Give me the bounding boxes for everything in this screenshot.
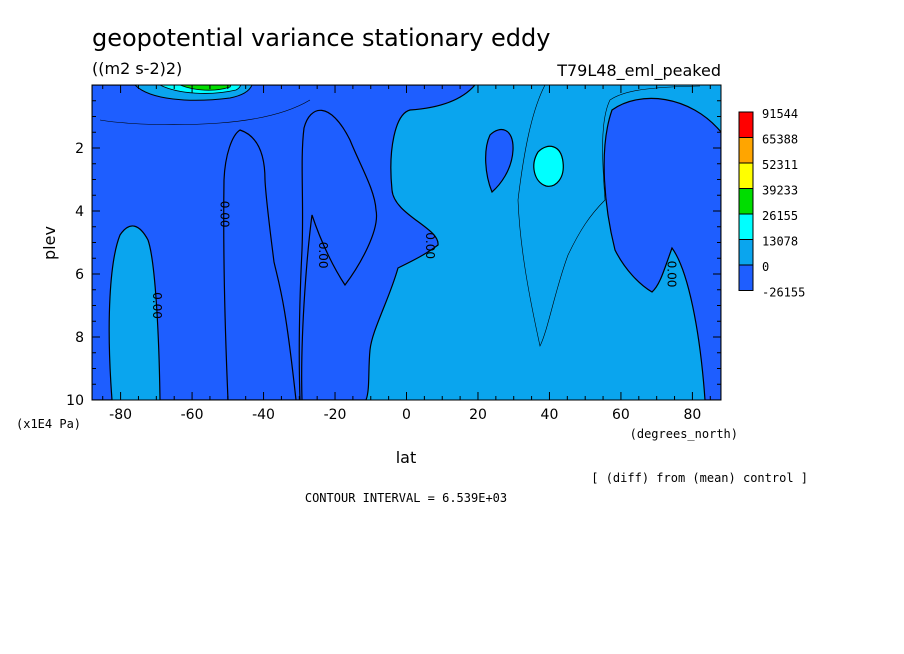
y-tick-label: 2: [75, 141, 84, 157]
colorbar-level-label: 91544: [762, 107, 798, 121]
colorbar-level-label: 26155: [762, 209, 798, 223]
colorbar-level-label: 0: [762, 260, 769, 274]
x-tick-label: -60: [181, 407, 204, 423]
colorbar-swatch: [738, 188, 754, 215]
contour-label: 0.00: [316, 242, 330, 269]
x-axis-label: lat: [396, 448, 417, 467]
y-axis-units: (x1E4 Pa): [16, 417, 81, 431]
negative-region-east: [603, 97, 721, 400]
thin-contour-west: [99, 99, 311, 125]
thin-contour: [517, 85, 701, 347]
chart-units: ((m2 s-2)2): [92, 59, 182, 78]
x-tick-label: 40: [541, 407, 559, 423]
negative-region-isolated: [485, 128, 514, 194]
contour-label: 0.00: [218, 201, 232, 228]
colorbar-swatch: [738, 239, 754, 266]
y-axis-ticks: 2 4 6 8 10: [66, 100, 721, 409]
colorbar-level-label: 52311: [762, 158, 798, 172]
chart-title: geopotential variance stationary eddy: [92, 24, 550, 52]
diff-note: [ (diff) from (mean) control ]: [591, 471, 808, 485]
colorbar-level-label: -26155: [762, 286, 805, 300]
colorbar-swatch: [738, 111, 754, 138]
y-tick-label: 4: [75, 204, 84, 220]
x-tick-label: -20: [324, 407, 347, 423]
x-tick-label: 0: [402, 407, 411, 423]
y-tick-label: 10: [66, 393, 84, 409]
contour-labels: 0.00 0.00 0.00 0.00 0.00: [150, 201, 679, 319]
colorbar-swatch: [738, 213, 754, 240]
x-tick-label: 80: [683, 407, 701, 423]
colorbar-level-label: 39233: [762, 184, 798, 198]
positive-region-isolated: [533, 145, 564, 187]
plot-area: [92, 85, 721, 400]
experiment-label: T79L48_eml_peaked: [556, 61, 721, 81]
x-axis-ticks: -80 -60 -40 -20 0 20 40 60 80: [102, 85, 711, 423]
colorbar-swatch: [738, 137, 754, 164]
x-tick-label: 20: [469, 407, 487, 423]
colorbar: 91544 65388 52311 39233 26155 13078 0 -26155: [738, 107, 805, 300]
x-tick-label: -40: [252, 407, 275, 423]
contour-label: 0.00: [423, 232, 437, 259]
x-tick-label: -80: [109, 407, 132, 423]
y-axis-label: plev: [40, 226, 59, 260]
negative-region-west: [92, 85, 476, 400]
y-tick-label: 6: [75, 267, 84, 283]
y-tick-label: 8: [75, 330, 84, 346]
colorbar-level-label: 65388: [762, 133, 798, 147]
polar-maximum-core: [179, 85, 232, 91]
x-axis-units: (degrees_north): [630, 427, 738, 441]
x-tick-label: 60: [612, 407, 630, 423]
contour-label: 0.00: [664, 261, 678, 288]
colorbar-swatch: [738, 264, 754, 291]
colorbar-level-label: 13078: [762, 235, 798, 249]
colorbar-swatch: [738, 162, 754, 189]
contour-interval: CONTOUR INTERVAL = 6.539E+03: [305, 491, 507, 505]
contour-label: 0.00: [150, 292, 164, 319]
